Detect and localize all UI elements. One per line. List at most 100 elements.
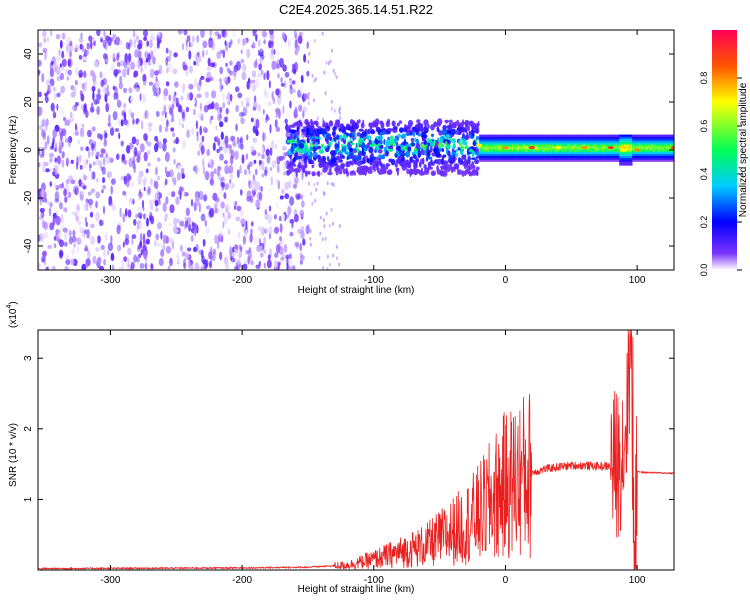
spectrogram-cell	[539, 136, 541, 139]
spectrogram-cell	[101, 189, 104, 194]
spectrogram-cell	[624, 155, 627, 158]
spectrogram-cell	[244, 169, 247, 176]
spectrogram-cell	[122, 241, 125, 248]
spectrogram-cell	[602, 146, 604, 149]
spectrogram-cell	[535, 142, 537, 145]
spectrogram-cell	[404, 147, 407, 152]
spectrogram-cell	[638, 136, 640, 139]
spectrogram-cell	[437, 118, 443, 125]
spectrogram-cell	[487, 134, 489, 137]
spectrogram-cell	[169, 204, 175, 214]
spectrogram-cell	[179, 244, 183, 252]
spectrogram-cell	[193, 228, 197, 237]
spectrogram-cell	[95, 178, 99, 183]
spectrogram-cell	[561, 151, 563, 155]
spectrogram-cell	[450, 163, 452, 169]
spectrogram-cell	[583, 151, 585, 155]
spectrogram-cell	[628, 157, 630, 160]
spectrogram-cell	[587, 159, 590, 162]
spectrogram-cell	[543, 157, 545, 160]
spectrogram-cell	[289, 86, 294, 95]
spectrogram-cell	[54, 198, 60, 203]
spectrogram-cell	[389, 135, 394, 142]
spectrogram-cell	[166, 119, 169, 128]
spectrogram-cell	[620, 153, 622, 156]
spectrogram-cell	[527, 144, 529, 147]
spectrogram-cell	[269, 123, 272, 134]
spectrogram-cell	[574, 142, 576, 145]
spectrogram-cell	[229, 94, 233, 102]
spectrogram-cell	[481, 157, 484, 160]
spectrogram-cell	[545, 159, 547, 162]
spectrogram-cell	[329, 59, 332, 64]
spectrogram-cell	[492, 144, 494, 147]
spectrogram-cell	[224, 165, 230, 175]
spectrogram-cell	[543, 140, 545, 143]
spectrogram-cell	[577, 155, 579, 158]
spectrogram-cell	[77, 220, 82, 226]
spectrogram-cell	[531, 157, 533, 160]
spectrogram-cell	[457, 169, 463, 175]
spectrogram-cell	[507, 144, 509, 147]
spectrogram-cell	[501, 134, 503, 137]
spectrogram-cell	[578, 144, 580, 147]
spectrogram-cell	[295, 170, 298, 178]
spectrogram-cell	[631, 159, 633, 162]
spectrogram-cell	[511, 144, 513, 147]
spectrogram-cell	[626, 146, 628, 149]
spectrogram-cell	[609, 151, 611, 155]
spectrogram-cell	[332, 221, 335, 226]
spectrogram-cell	[510, 136, 512, 139]
spectrogram-cell	[138, 253, 142, 258]
spectrogram-cell	[274, 260, 278, 269]
spectrogram-cell	[498, 155, 500, 158]
spectrogram-cell	[608, 138, 610, 141]
spectrogram-cell	[492, 153, 495, 156]
spectrogram-cell	[513, 159, 515, 162]
spectrogram-cell	[590, 142, 592, 145]
spectrogram-cell	[624, 144, 627, 147]
spectrogram-cell	[467, 164, 474, 171]
spectrogram-cell	[616, 157, 618, 160]
spectrogram-cell	[634, 140, 637, 143]
spectrogram-cell	[594, 136, 596, 139]
spectrogram-cell	[500, 144, 502, 147]
spectrogram-cell	[79, 127, 85, 138]
spectrogram-cell	[195, 120, 198, 130]
spectrogram-cell	[548, 148, 550, 151]
spectrogram-cell	[597, 144, 599, 147]
spectrogram-cell	[199, 102, 202, 112]
spectrogram-cell	[490, 153, 492, 156]
spectrogram-cell	[128, 39, 133, 47]
spectrogram-cell	[625, 138, 627, 141]
spectrogram-cell	[513, 151, 515, 155]
spectrogram-cell	[494, 146, 497, 149]
spectrogram-cell	[351, 170, 356, 174]
spectrogram-cell	[496, 136, 498, 139]
spectrogram-cell	[563, 142, 566, 145]
spectrogram-cell	[518, 146, 521, 149]
spectrogram-cell	[541, 140, 544, 143]
spectrogram-cell	[563, 155, 566, 158]
spectrogram-cell	[185, 106, 189, 113]
spectrogram-cell	[430, 145, 433, 153]
spectrogram-cell	[637, 138, 639, 141]
spectrogram-cell	[502, 159, 504, 162]
spectrogram-cell	[64, 196, 68, 203]
spectrogram-cell	[193, 246, 197, 252]
spectrogram-cell	[561, 144, 563, 147]
spectrogram-cell	[496, 150, 498, 153]
spectrogram-cell	[569, 148, 571, 151]
spectrogram-cell	[491, 150, 493, 153]
spectrogram-cell	[523, 142, 525, 145]
spectrogram-cell	[520, 155, 522, 158]
spectrogram-cell	[551, 136, 554, 139]
spectrogram-cell	[323, 165, 329, 170]
spectrogram-cell	[565, 144, 568, 147]
spectrogram-cell	[455, 148, 458, 153]
spectrogram-cell	[601, 140, 603, 143]
spectrogram-cell	[484, 157, 486, 160]
spectrogram-cell	[50, 60, 54, 66]
spectrogram-cell	[486, 138, 488, 141]
spectrogram-cell	[546, 142, 548, 145]
